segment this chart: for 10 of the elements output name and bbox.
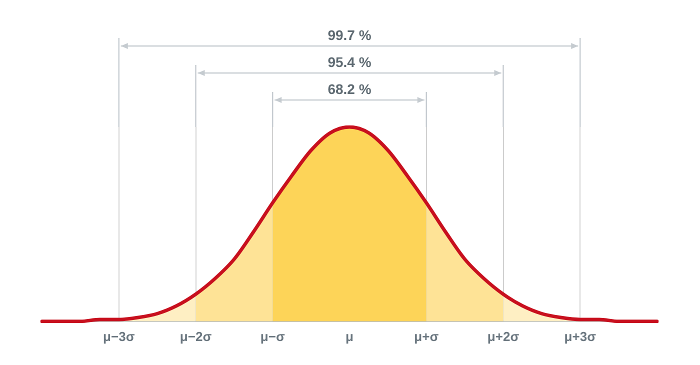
x-tick-label: μ+3σ bbox=[564, 328, 596, 344]
x-tick-label: μ bbox=[346, 328, 354, 344]
x-tick-label: μ−2σ bbox=[180, 328, 212, 344]
x-tick-label: μ+σ bbox=[414, 328, 439, 344]
text: 99.7 % bbox=[328, 26, 372, 43]
text: 95.4 % bbox=[328, 54, 372, 70]
x-tick-label: μ−σ bbox=[260, 328, 285, 344]
x-tick-label: μ−3σ bbox=[103, 328, 135, 344]
x-tick-label: μ+2σ bbox=[487, 328, 520, 344]
text: 68.2 % bbox=[328, 80, 372, 97]
